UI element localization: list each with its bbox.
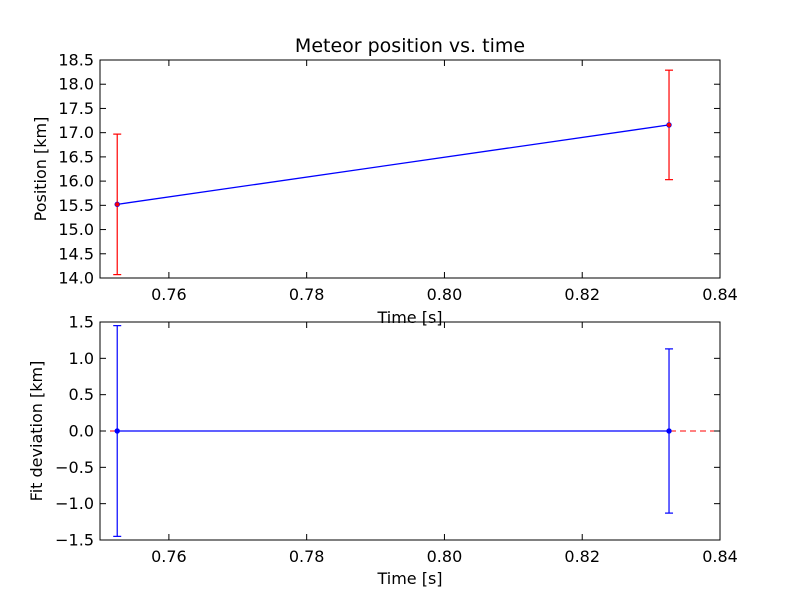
position-x-tick-label: 0.78 [289,285,325,304]
position-data-point [666,122,672,128]
position-data-point [114,201,120,208]
position-y-tick-label: 15.0 [58,220,94,239]
deviation-x-tick-label: 0.82 [564,547,600,566]
deviation-y-tick-label: 1.0 [69,349,94,368]
position-x-tick-label: 0.82 [564,285,600,304]
position-y-tick-label: 18.0 [58,75,94,94]
position-plot-marks [113,69,674,276]
deviation-y-tick-label: 0.5 [69,385,94,404]
position-y-tick-label: 18.5 [58,51,94,70]
deviation-y-tick-label: 1.5 [69,313,94,332]
position-y-tick-label: 15.5 [58,196,94,215]
position-x-tick-label: 0.76 [151,285,187,304]
deviation-y-tick-label: −0.5 [55,458,94,477]
position-x-tick-label: 0.84 [702,285,738,304]
position-y-tick-label: 16.0 [58,172,94,191]
position-panel: 0.76 0.78 0.80 0.82 0.84 14.0 14.5 15.0 15.5 16.0… [31,35,738,327]
deviation-y-tick-label: −1.5 [55,531,94,550]
position-plot-frame [99,59,721,279]
deviation-y-axis-label: Fit deviation [km] [27,361,46,502]
deviation-data-point [666,428,672,434]
position-x-axis-label: Time [s] [376,308,442,327]
deviation-x-tick-label: 0.80 [427,547,463,566]
position-y-tick-label: 14.5 [58,244,94,263]
deviation-y-tick-label: 0.0 [69,422,94,441]
deviation-x-axis-label: Time [s] [376,569,442,588]
deviation-x-tick-label: 0.78 [289,547,325,566]
position-x-tick-label: 0.80 [427,285,463,304]
deviation-panel: 0.76 0.78 0.80 0.82 0.84 −1.5 −1.0 −0.5 0.0 0.5 1.… [27,313,738,589]
deviation-y-tick-label: −1.0 [55,494,94,513]
position-y-tick-label: 14.0 [58,269,94,288]
position-ticks: 0.76 0.78 0.80 0.82 0.84 14.0 14.5 15.0 15.5 16.0… [58,51,737,305]
position-y-tick-label: 16.5 [58,147,94,166]
position-y-tick-label: 17.5 [58,99,94,118]
chart-title: Meteor position vs. time [295,35,525,57]
position-y-tick-label: 17.0 [58,123,94,142]
deviation-x-tick-label: 0.84 [702,547,738,566]
deviation-plot-marks [100,325,720,537]
position-series-line [117,124,670,206]
deviation-data-point [114,428,120,434]
deviation-x-tick-label: 0.76 [151,547,187,566]
position-y-axis-label: Position [km] [31,117,50,222]
deviation-ticks: 0.76 0.78 0.80 0.82 0.84 −1.5 −1.0 −0.5 0.0 0.5 1.… [55,313,738,567]
